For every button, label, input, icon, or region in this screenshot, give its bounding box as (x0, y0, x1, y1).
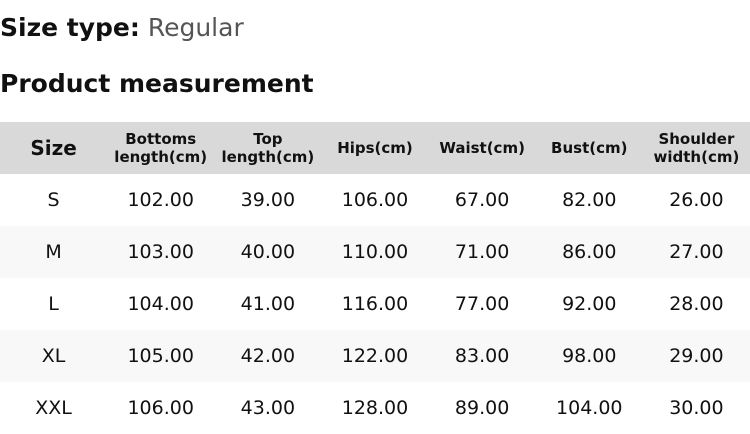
column-header-text: length(cm) (114, 148, 208, 166)
column-header: Waist(cm) (428, 122, 536, 174)
measurement-cell: 83.00 (428, 330, 536, 382)
column-header-text: width(cm) (653, 148, 740, 166)
measurement-cell: 39.00 (240, 189, 296, 211)
column-header-text: Shoulder (658, 130, 735, 148)
measurement-cell: 106.00 (341, 189, 409, 211)
measurement-cell: 26.00 (669, 189, 724, 211)
measurement-cell: 106.00 (127, 397, 194, 419)
measurement-cell: 29.00 (642, 330, 750, 382)
measurement-cell: 92.00 (562, 293, 617, 315)
column-header-text: Hips(cm) (337, 139, 413, 157)
column-header-text: Size (30, 136, 77, 160)
table-row: M 103.00 40.00 110.00 71.00 86.00 27.00 (0, 226, 750, 278)
table-header-row: Size Bottoms length(cm) Top length(cm) Hips(c… (0, 122, 750, 174)
column-header: Bottoms length(cm) (107, 122, 215, 174)
column-header-text: Top (253, 130, 283, 148)
column-header: Bust(cm) (535, 122, 643, 174)
measurement-cell: 71.00 (428, 226, 536, 278)
measurement-cell: 103.00 (107, 226, 215, 278)
column-header: Size (0, 122, 108, 174)
measurement-cell: 67.00 (454, 189, 510, 211)
measurement-cell: 104.00 (556, 397, 623, 419)
size-type: Size type: Regular (0, 12, 244, 44)
measurement-cell: 30.00 (669, 397, 724, 419)
column-header: Hips(cm) (321, 122, 429, 174)
table-row: XXL 106.00 43.00 128.00 89.00 104.00 30.00 (0, 382, 750, 434)
measurement-cell: 105.00 (107, 330, 215, 382)
measurement-cell: 86.00 (535, 226, 643, 278)
measurement-cell: 82.00 (562, 189, 617, 211)
measurement-cell: 42.00 (214, 330, 322, 382)
measurement-cell: 116.00 (341, 293, 409, 315)
measurement-cell: 128.00 (341, 397, 409, 419)
size-cell: M (0, 226, 108, 278)
measurement-cell: 77.00 (454, 293, 510, 315)
measurement-table: Size Bottoms length(cm) Top length(cm) Hips(c… (0, 122, 750, 434)
column-header: Top length(cm) (214, 122, 322, 174)
column-header: Shoulder width(cm) (642, 122, 750, 174)
measurement-cell: 89.00 (454, 397, 510, 419)
measurement-cell: 104.00 (127, 293, 194, 315)
size-cell: XXL (35, 397, 72, 419)
measurement-cell: 41.00 (240, 293, 296, 315)
measurement-cell: 27.00 (642, 226, 750, 278)
table-row: S 102.00 39.00 106.00 67.00 82.00 26.00 (0, 174, 750, 226)
size-cell: XL (0, 330, 108, 382)
measurement-cell: 43.00 (240, 397, 296, 419)
column-header-text: Bust(cm) (551, 139, 628, 157)
size-type-value: Regular (147, 13, 244, 42)
measurement-cell: 110.00 (321, 226, 429, 278)
column-header-text: length(cm) (221, 148, 315, 166)
measurement-cell: 28.00 (669, 293, 724, 315)
table-row: XL 105.00 42.00 122.00 83.00 98.00 29.00 (0, 330, 750, 382)
table-row: L 104.00 41.00 116.00 77.00 92.00 28.00 (0, 278, 750, 330)
measurement-cell: 102.00 (127, 189, 194, 211)
measurement-cell: 98.00 (535, 330, 643, 382)
measurement-cell: 122.00 (321, 330, 429, 382)
size-cell: L (48, 293, 59, 315)
size-type-label: Size type: (0, 13, 140, 42)
size-cell: S (47, 189, 60, 211)
column-header-text: Bottoms (125, 130, 197, 148)
column-header-text: Waist(cm) (439, 139, 525, 157)
section-title: Product measurement (0, 69, 314, 98)
measurement-cell: 40.00 (214, 226, 322, 278)
